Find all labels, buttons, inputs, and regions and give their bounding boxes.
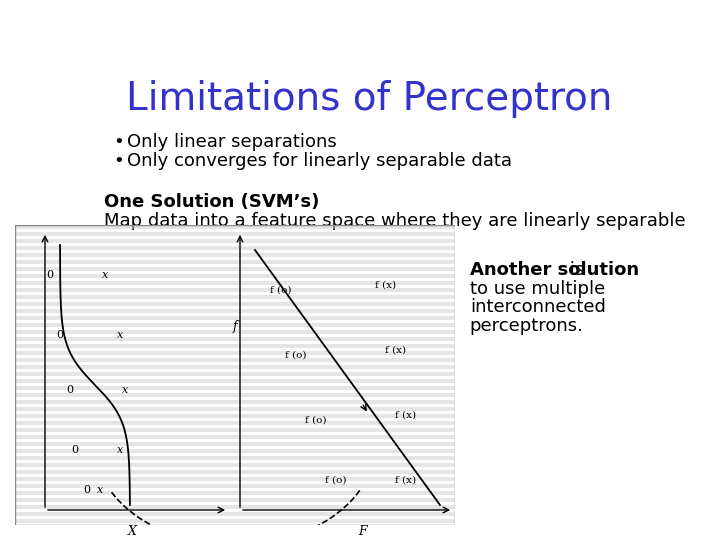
- Text: f (o): f (o): [270, 286, 292, 294]
- Bar: [15, 358, 455, 361]
- Bar: [15, 435, 455, 438]
- Text: 0: 0: [66, 385, 73, 395]
- Bar: [15, 519, 455, 523]
- Bar: [15, 246, 455, 249]
- Bar: [15, 253, 455, 256]
- Bar: [15, 274, 455, 278]
- Bar: [15, 407, 455, 410]
- Bar: [15, 295, 455, 299]
- Text: 0: 0: [46, 270, 53, 280]
- Text: x: x: [117, 445, 123, 455]
- Text: Only linear separations: Only linear separations: [127, 133, 337, 151]
- Bar: [15, 323, 455, 327]
- Bar: [15, 302, 455, 306]
- Bar: [15, 470, 455, 474]
- Text: •: •: [113, 133, 124, 151]
- Bar: [15, 400, 455, 403]
- Bar: [15, 484, 455, 488]
- Text: x: x: [102, 270, 108, 280]
- Text: F: F: [358, 525, 366, 538]
- Bar: [15, 498, 455, 502]
- Text: f (x): f (x): [395, 410, 416, 420]
- Text: interconnected: interconnected: [469, 298, 606, 316]
- Text: Map data into a feature space where they are linearly separable: Map data into a feature space where they…: [104, 212, 685, 230]
- Bar: [15, 512, 455, 516]
- Bar: [15, 449, 455, 453]
- Bar: [15, 477, 455, 481]
- Text: f (o): f (o): [325, 476, 346, 484]
- Bar: [15, 267, 455, 271]
- Text: Limitations of Perceptron: Limitations of Perceptron: [126, 80, 612, 118]
- Bar: [15, 239, 455, 242]
- Text: X: X: [128, 525, 137, 538]
- Text: f (x): f (x): [385, 346, 406, 354]
- Text: is: is: [564, 261, 585, 279]
- Text: 0: 0: [84, 485, 91, 495]
- Text: f (x): f (x): [395, 476, 416, 484]
- Bar: [15, 505, 455, 509]
- Bar: [15, 526, 455, 530]
- Bar: [15, 456, 455, 460]
- Bar: [15, 421, 455, 424]
- Text: f (o): f (o): [305, 415, 326, 424]
- Bar: [15, 288, 455, 292]
- Bar: [15, 337, 455, 341]
- Bar: [15, 428, 455, 431]
- Text: One Solution (SVM’s): One Solution (SVM’s): [104, 193, 320, 211]
- Bar: [15, 393, 455, 396]
- Bar: [15, 225, 455, 228]
- Text: x: x: [117, 330, 123, 340]
- Bar: [15, 351, 455, 354]
- Bar: [15, 309, 455, 313]
- Text: f: f: [233, 320, 238, 333]
- Bar: [15, 344, 455, 348]
- Text: Another solution: Another solution: [469, 261, 639, 279]
- Bar: [15, 330, 455, 334]
- Bar: [15, 533, 455, 537]
- Bar: [15, 316, 455, 320]
- Bar: [15, 442, 455, 446]
- Bar: [15, 281, 455, 285]
- Text: to use multiple: to use multiple: [469, 280, 605, 298]
- Bar: [15, 414, 455, 417]
- Text: x: x: [97, 485, 103, 495]
- Text: f (o): f (o): [285, 350, 307, 360]
- Text: 0: 0: [71, 445, 78, 455]
- Text: perceptrons.: perceptrons.: [469, 316, 584, 335]
- Bar: [15, 232, 455, 235]
- Bar: [15, 386, 455, 389]
- Text: Only converges for linearly separable data: Only converges for linearly separable da…: [127, 152, 512, 170]
- Bar: [15, 372, 455, 375]
- Bar: [15, 365, 455, 368]
- Bar: [15, 260, 455, 264]
- Text: 0: 0: [56, 330, 63, 340]
- Bar: [15, 379, 455, 382]
- Text: •: •: [113, 152, 124, 170]
- Bar: [15, 463, 455, 467]
- Text: f (x): f (x): [375, 280, 396, 289]
- Text: x: x: [122, 385, 128, 395]
- Bar: [15, 491, 455, 495]
